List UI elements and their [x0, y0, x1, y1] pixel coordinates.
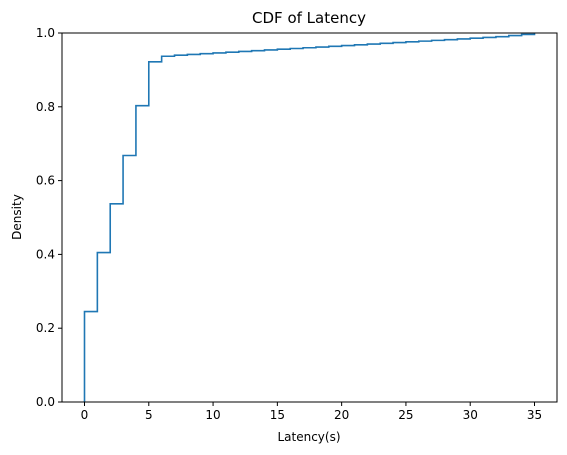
y-tick-label: 0.6: [36, 174, 55, 188]
x-tick-label: 25: [398, 408, 413, 422]
chart-title: CDF of Latency: [252, 9, 366, 27]
x-tick-label: 30: [463, 408, 478, 422]
y-tick-label: 0.4: [36, 247, 55, 261]
x-tick-label: 10: [205, 408, 220, 422]
x-tick-label: 35: [527, 408, 542, 422]
plot-layer: [83, 33, 536, 402]
y-axis-label: Density: [10, 194, 24, 240]
y-axis: 0.0 0.2 0.4 0.6 0.8 1.0: [36, 26, 62, 409]
cdf-step-line: [83, 33, 536, 402]
y-tick-label: 0.2: [36, 321, 55, 335]
y-tick-label: 1.0: [36, 26, 55, 40]
y-tick-label: 0.8: [36, 100, 55, 114]
x-axis-label: Latency(s): [277, 430, 340, 444]
x-tick-label: 0: [81, 408, 89, 422]
x-axis: 0 5 10 15 20 25 30 35: [81, 402, 542, 422]
x-tick-label: 20: [334, 408, 349, 422]
x-tick-label: 15: [270, 408, 285, 422]
x-tick-label: 5: [145, 408, 153, 422]
plot-frame: [61, 32, 558, 403]
y-tick-label: 0.0: [36, 395, 55, 409]
